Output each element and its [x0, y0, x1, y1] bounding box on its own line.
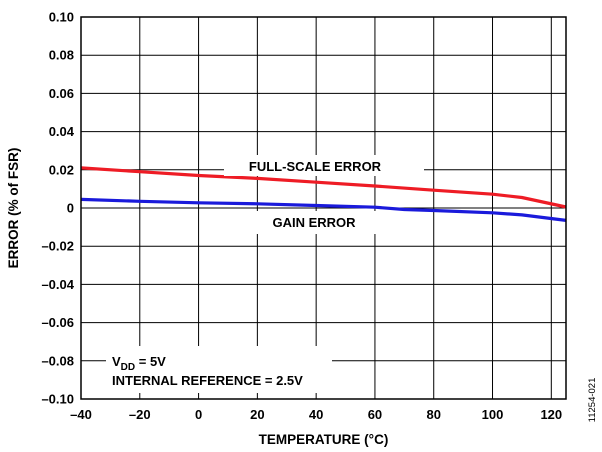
label-background: [106, 346, 332, 393]
y-tick-label: 0.04: [49, 124, 75, 139]
y-tick-label: 0.06: [49, 86, 74, 101]
series-line-gain-error: [80, 197, 567, 222]
x-tick-label: 0: [195, 407, 202, 422]
figure-id: 11254-021: [587, 378, 598, 423]
y-axis-label: ERROR (% of FSR): [6, 148, 21, 269]
x-tick-label: –20: [129, 407, 151, 422]
x-tick-label: 80: [426, 407, 440, 422]
y-tick-label: –0.06: [41, 315, 74, 330]
x-tick-labels: –40 –20 0 20 40 60 80 100 120: [70, 407, 562, 422]
series-label-full-scale-error: FULL-SCALE ERROR: [249, 159, 382, 174]
x-tick-label: –40: [70, 407, 92, 422]
annotation-layer: FULL-SCALE ERROR GAIN ERROR VDD = 5VINTERN…: [106, 155, 424, 393]
series-layer: [80, 166, 567, 222]
y-tick-label: 0.02: [49, 162, 74, 177]
series-label-gain-error: GAIN ERROR: [272, 215, 356, 230]
y-tick-label: 0.08: [49, 48, 74, 63]
x-axis-label: TEMPERATURE (°C): [259, 432, 389, 447]
y-tick-label: –0.04: [41, 277, 74, 292]
x-tick-label: 120: [540, 407, 562, 422]
y-tick-label: –0.10: [41, 392, 74, 407]
internal-reference-annotation: INTERNAL REFERENCE = 2.5V: [112, 373, 303, 388]
x-tick-label: 60: [368, 407, 382, 422]
y-tick-label: –0.02: [41, 239, 74, 254]
x-tick-label: 100: [482, 407, 504, 422]
label-background: [254, 211, 388, 234]
y-tick-label: 0.10: [49, 10, 74, 25]
y-tick-labels: 0.10 0.08 0.06 0.04 0.02 0 –0.02 –0.04 –0.06 –0.0…: [41, 10, 74, 407]
y-tick-label: 0: [67, 201, 74, 216]
y-tick-label: –0.08: [41, 353, 74, 368]
grid: [80, 16, 566, 400]
label-background: [224, 155, 424, 176]
plot-frame: [80, 16, 567, 400]
vdd-annotation: VDD = 5V: [112, 354, 166, 373]
x-tick-label: 40: [309, 407, 323, 422]
series-line-full-scale-error: [80, 166, 567, 209]
x-tick-label: 20: [250, 407, 264, 422]
